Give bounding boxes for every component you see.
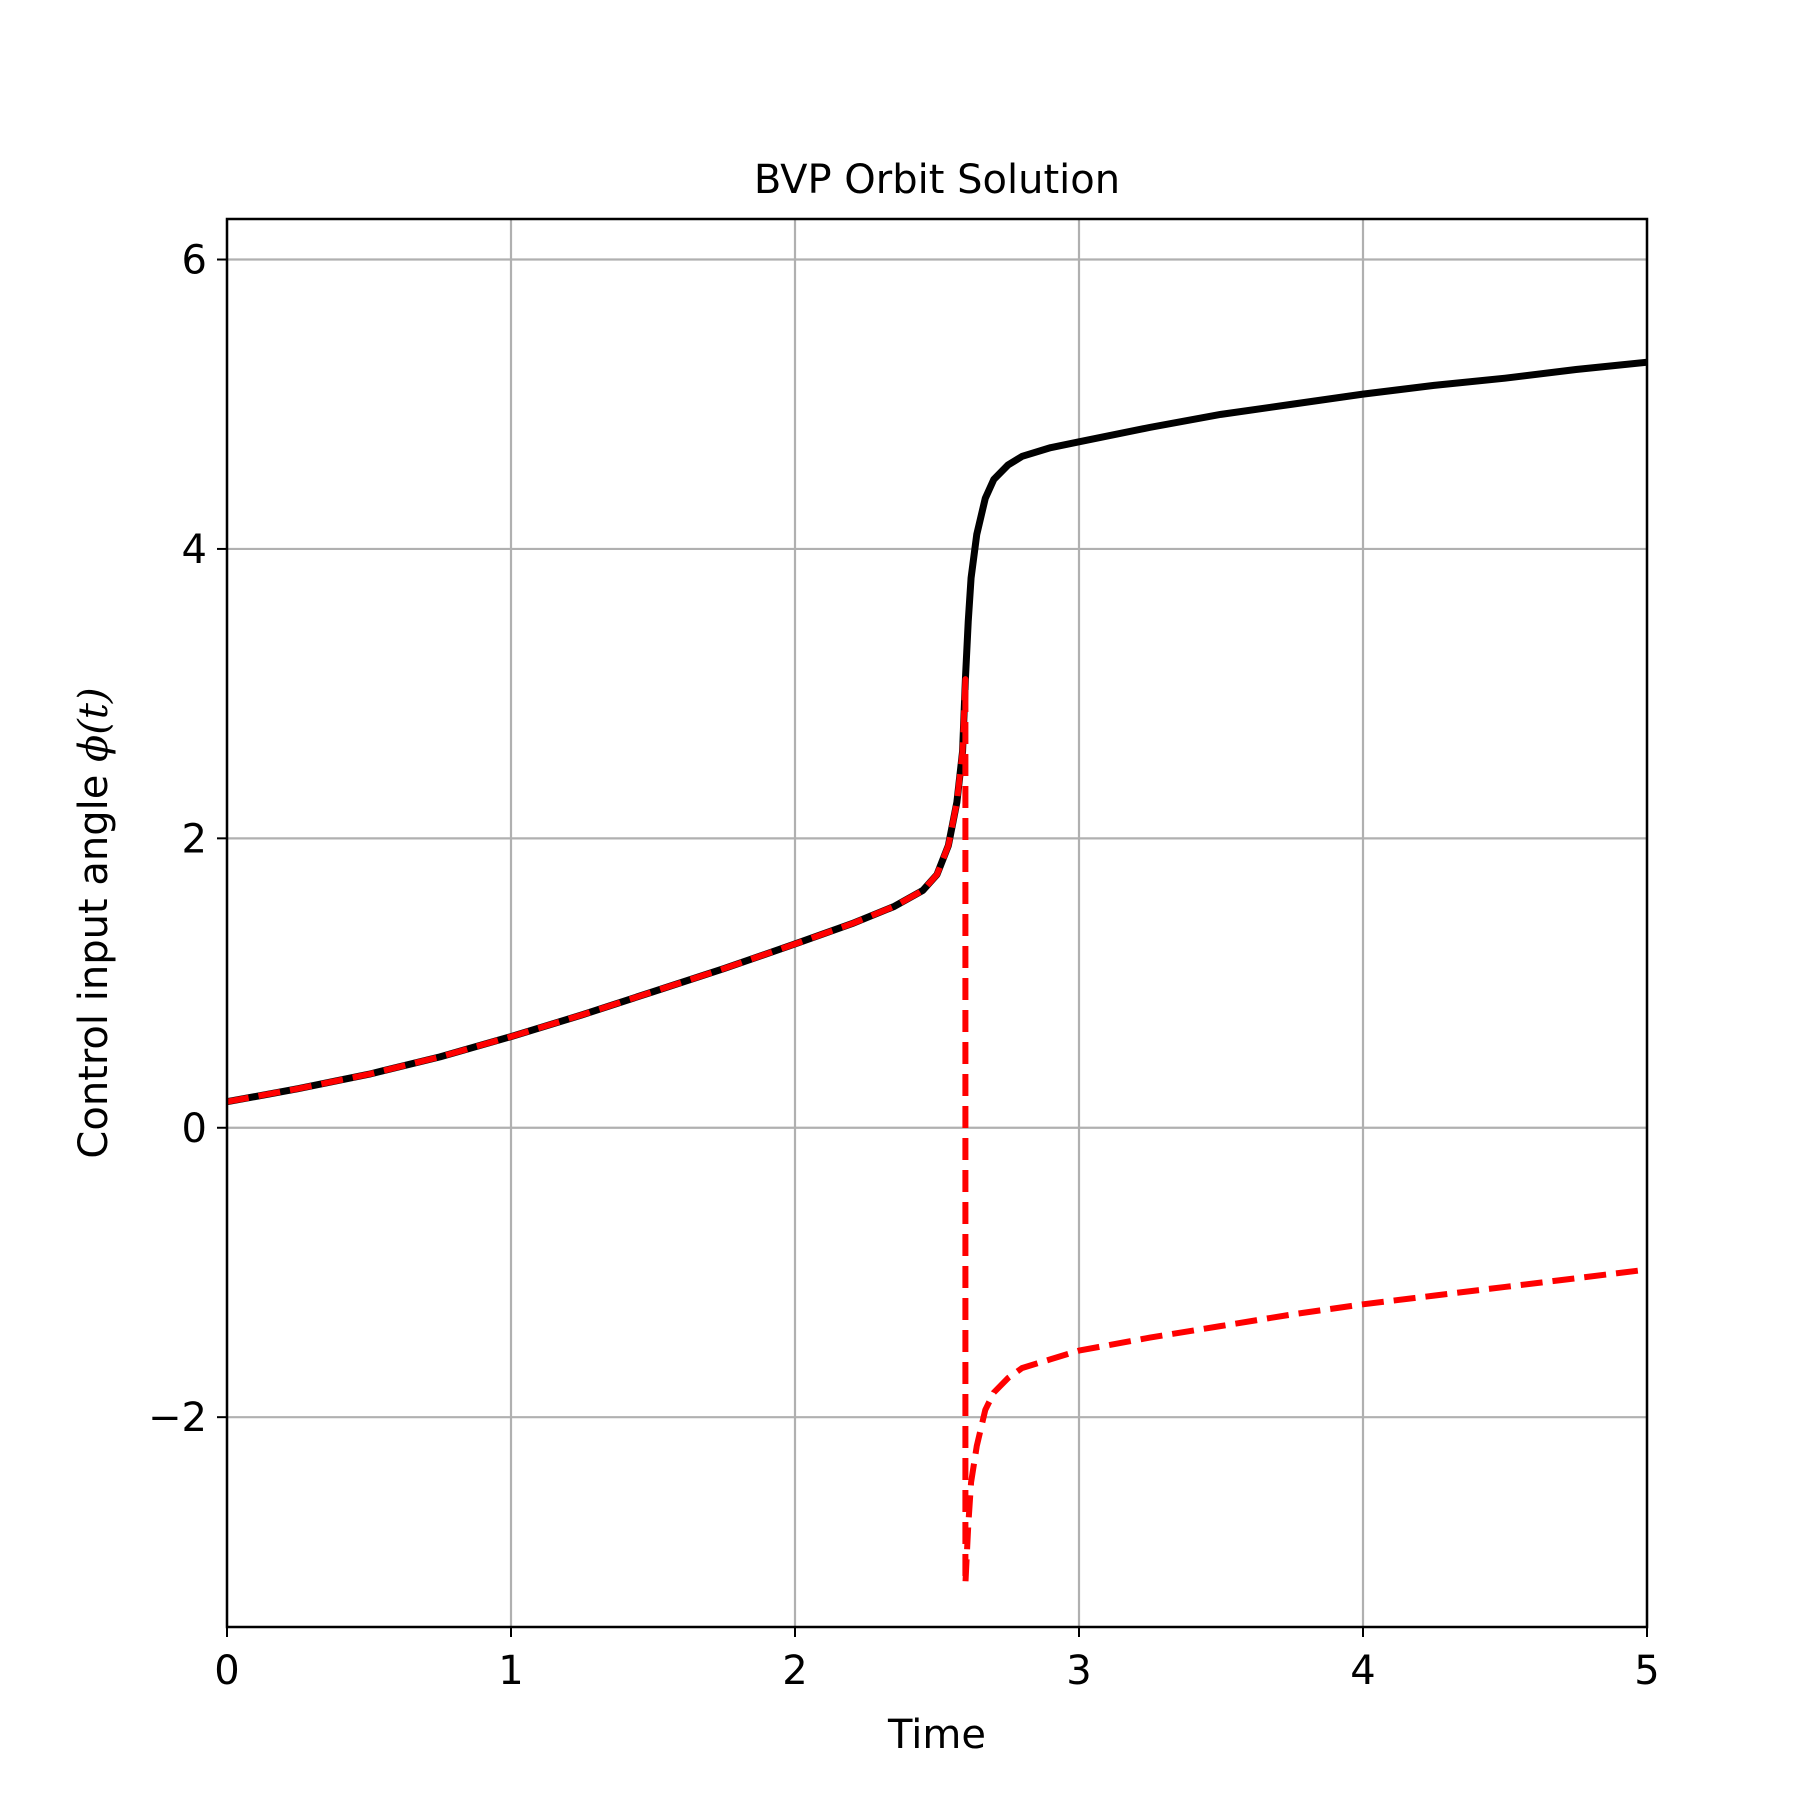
- series-line-dashed: [227, 676, 1647, 1587]
- y-tick-label: 2: [182, 816, 207, 862]
- x-tick-label: 0: [214, 1648, 239, 1694]
- y-axis-label-text: Control input angle: [71, 762, 117, 1159]
- x-tick-label: 2: [782, 1648, 807, 1694]
- grid: [225, 219, 1649, 1627]
- x-axis-label: Time: [887, 1712, 986, 1758]
- y-tick-label: −2: [148, 1395, 207, 1441]
- chart-title: BVP Orbit Solution: [754, 157, 1120, 203]
- y-axis-label: Control input angle ϕ(t): [71, 687, 117, 1158]
- ticks: 0 1 2 3 4 5 −2 0 2 4 6: [148, 238, 1660, 1694]
- plot-frame: [225, 217, 1649, 1629]
- x-tick-label: 1: [498, 1648, 523, 1694]
- y-axis-label-math: ϕ(t): [71, 687, 117, 762]
- series-layer: [227, 358, 1647, 1587]
- x-tick-label: 5: [1634, 1648, 1659, 1694]
- y-tick-label: 4: [182, 527, 207, 573]
- y-tick-label: 0: [182, 1106, 207, 1152]
- x-tick-label: 4: [1350, 1648, 1375, 1694]
- y-tick-label: 6: [182, 238, 207, 284]
- x-tick-label: 3: [1066, 1648, 1091, 1694]
